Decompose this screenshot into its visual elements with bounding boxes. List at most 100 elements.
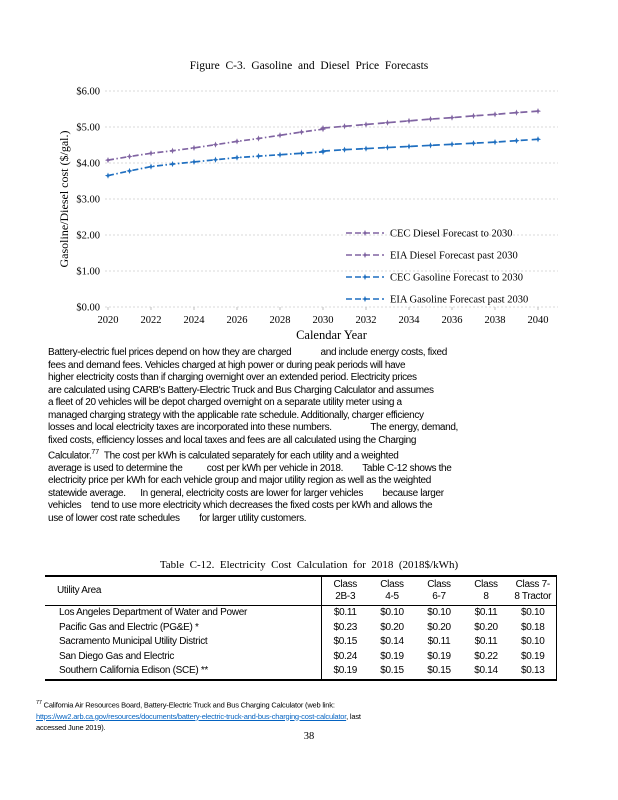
series-marker [427,115,434,123]
legend-label: EIA Gasoline Forecast past 2030 [390,295,528,306]
x-axis-title: Calendar Year [296,328,368,342]
footnote-reference[interactable]: 77 [91,449,100,456]
utility-name-cell: Southern California Edison (SCE) ** [59,665,209,676]
cost-value-cell: $0.20 [427,621,451,633]
series-marker [491,111,499,118]
table-body: Los Angeles Department of Water and Powe… [45,605,557,680]
series-marker [255,153,262,160]
table-row: San Diego Gas and Electric $0.24 $0.19 $0.1… [45,649,557,664]
utility-name-cell: Pacific Gas and Electric (PG&E) * [59,621,199,633]
x-axis-tick-label: 2032 [356,315,377,326]
series-marker [362,145,370,152]
cost-value-cell: $0.13 [509,664,557,680]
series-marker [126,167,133,175]
x-axis-tick-label: 2034 [399,315,421,326]
series-marker [319,148,327,155]
series-marker [448,114,456,121]
series-marker [513,137,520,144]
footnote: 77 California Air Resources Board, Batte… [36,698,588,733]
cost-value-cell: $0.10 [427,607,451,618]
cost-value-cell: $0.15 [427,665,451,676]
series-marker [427,142,434,149]
series-marker [212,156,219,163]
footnote-text-before: California Air Resources Board, Battery-… [43,700,335,710]
paragraph-text-1: Battery-electric fuel prices depend on h… [48,347,458,462]
cost-value-cell: $0.19 [321,664,369,680]
series-line [322,138,539,152]
cost-value-cell: $0.14 [474,665,498,676]
y-axis-tick-label: $6.00 [76,87,100,98]
x-axis-tick-label: 2024 [184,315,206,326]
cost-value-cell: $0.10 [380,607,404,618]
x-axis-tick-label: 2028 [270,315,291,326]
series-marker [147,150,155,157]
series-marker [470,112,477,119]
cost-value-cell: $0.19 [509,649,557,664]
series-line [322,110,539,129]
series-marker [276,132,284,139]
utility-name-cell: Sacramento Municipal Utility District [59,636,208,647]
series-marker [169,160,176,168]
cost-value-cell: $0.20 [380,621,404,633]
series-marker [405,117,413,124]
table-title: Table C-12. Electricity Cost Calculation… [159,559,459,571]
y-axis-tick-label: $2.00 [76,231,100,242]
series-marker [384,119,391,126]
series-marker [341,146,348,153]
legend-marker [361,273,369,281]
electricity-cost-table: Utility Area Class 2B-3 Class 4-5 Class 6-7… [45,575,557,681]
cost-value-cell: $0.11 [474,636,498,647]
cost-value-cell: $0.11 [321,605,369,621]
series-marker [104,172,112,179]
table-row: Pacific Gas and Electric (PG&E) * $0.23 $0… [45,620,557,635]
x-axis-tick-label: 2036 [442,315,463,326]
footnote-link[interactable]: https://ww2.arb.ca.gov/resources/documen… [36,711,347,721]
x-axis-tick-label: 2020 [98,315,119,326]
x-axis-tick-label: 2030 [313,315,334,326]
body-paragraph: Battery-electric fuel prices depend on h… [48,347,606,525]
y-axis-tick-label: $1.00 [76,267,100,278]
table-header: Utility Area Class 2B-3 Class 4-5 Class 6-7… [45,576,557,606]
series-marker [169,147,176,154]
legend-marker [361,229,369,237]
series-marker [298,150,305,157]
y-axis-tick-label: $0.00 [76,303,100,314]
footnote-marker: 77 [36,700,42,706]
page-number: 38 [303,731,315,742]
column-header-utility-area: Utility Area [45,576,322,606]
column-header-class: Class 2B-3 [321,576,369,606]
series-marker [276,151,284,158]
legend-label: EIA Diesel Forecast past 2030 [390,251,518,262]
series-marker [298,128,305,136]
legend-label: CEC Diesel Forecast to 2030 [390,229,512,240]
series-marker [448,141,456,148]
column-header-class: Class 4-5 [368,576,416,606]
series-marker [534,108,542,115]
cost-value-cell: $0.11 [474,607,498,618]
x-axis-tick-label: 2040 [528,315,549,326]
y-axis-title: Gasoline/Diesel cost ($/gal.) [57,131,71,268]
series-marker [126,153,133,160]
cost-value-cell: $0.18 [509,620,557,635]
cost-value-cell: $0.22 [474,650,498,662]
legend-marker [361,295,369,303]
table-header-row: Utility Area Class 2B-3 Class 4-5 Class 6-7… [45,576,557,606]
series-marker [384,144,391,151]
series-marker [104,157,112,164]
series-marker [491,139,499,146]
series-marker [233,138,241,145]
table-row: Southern California Edison (SCE) ** $0.19… [45,664,557,680]
x-axis-tick-label: 2026 [227,315,248,326]
y-axis-tick-label: $3.00 [76,195,100,206]
legend-label: CEC Gasoline Forecast to 2030 [390,273,523,284]
cost-value-cell: $0.10 [509,635,557,650]
table-row: Los Angeles Department of Water and Powe… [45,605,557,621]
column-header-class: Class 8 [462,576,510,606]
table-row: Sacramento Municipal Utility District $0.… [45,635,557,650]
cost-value-cell: $0.24 [321,649,369,664]
series-marker [319,124,327,132]
series-marker [470,140,477,147]
cost-value-cell: $0.14 [380,636,404,647]
y-axis-tick-label: $5.00 [76,123,100,134]
